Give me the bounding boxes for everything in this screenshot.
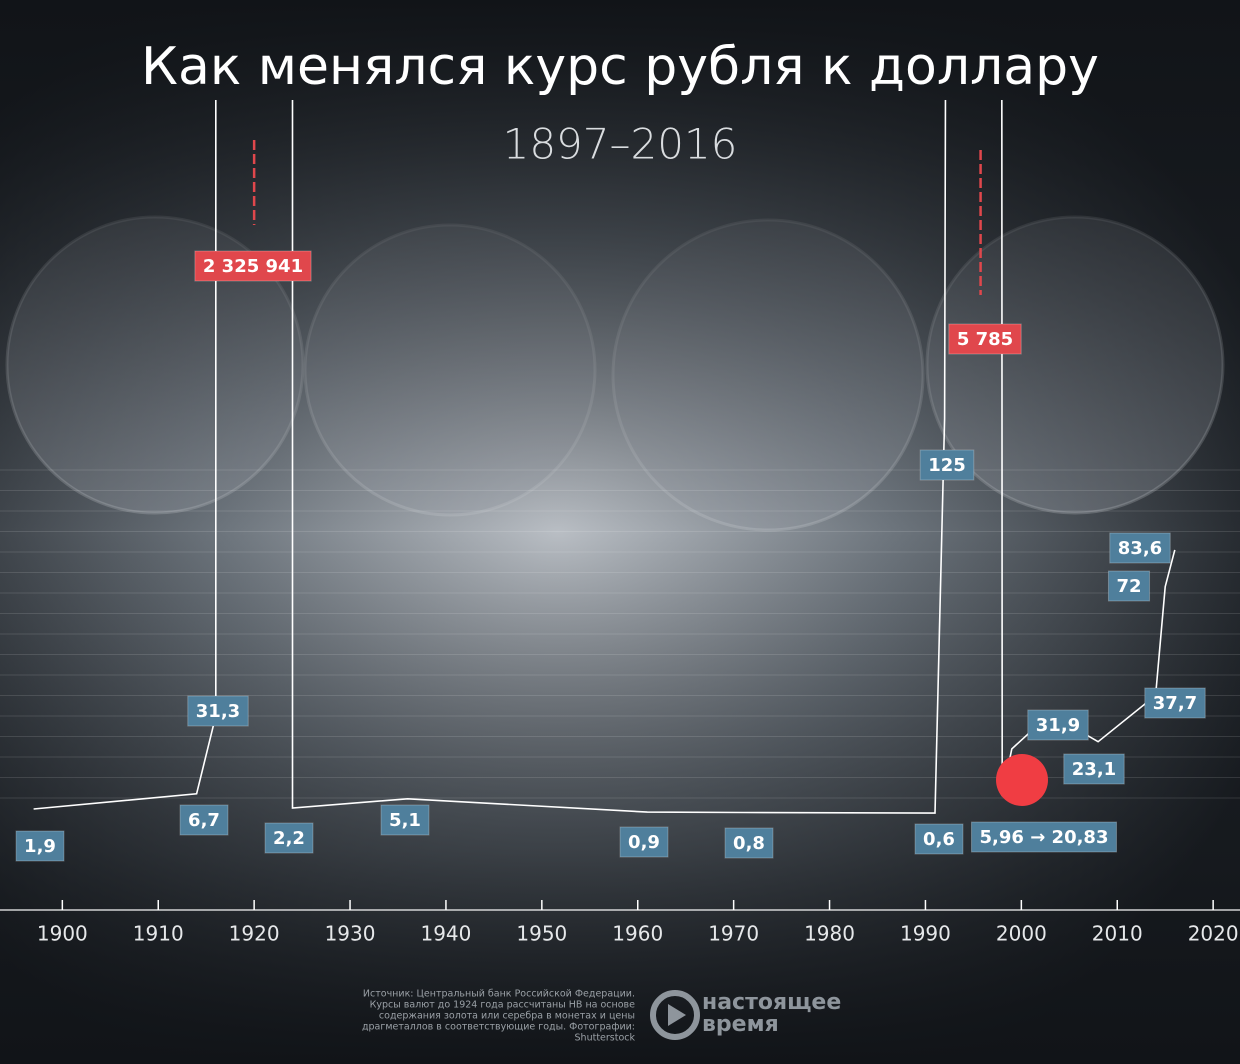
value-label: 125 [928, 455, 966, 476]
chart-subtitle: 1897–2016 [503, 120, 738, 169]
value-label: 2 325 941 [203, 256, 303, 277]
value-label-box [1107, 570, 1151, 602]
value-label-group: 72 [1107, 570, 1151, 602]
x-tick-label: 1960 [612, 922, 663, 946]
value-label-box [380, 804, 430, 836]
logo-text: время [702, 1012, 779, 1037]
value-label-group: 23,1 [1063, 753, 1125, 785]
value-label-group: 2,2 [264, 822, 314, 854]
value-label: 1,9 [24, 836, 56, 857]
value-label: 31,9 [1036, 715, 1080, 736]
value-label: 2,2 [273, 828, 305, 849]
logo-arrow [668, 1004, 686, 1026]
value-label-group: 83,6 [1109, 532, 1171, 564]
logo-icon [650, 990, 700, 1040]
value-label-box [1063, 753, 1125, 785]
value-label-box [1109, 532, 1171, 564]
source-note: Курсы валют до 1924 года рассчитаны НВ н… [370, 1000, 636, 1011]
x-tick-label: 1970 [708, 922, 759, 946]
source-note: Shutterstock [575, 1033, 636, 1044]
x-tick-label: 2010 [1092, 922, 1143, 946]
source-note: Источник: Центральный банк Российской Фе… [363, 989, 635, 1000]
value-label-box [1144, 687, 1206, 719]
x-tick-label: 1990 [900, 922, 951, 946]
value-label: 23,1 [1072, 759, 1116, 780]
value-label-group: 37,7 [1144, 687, 1206, 719]
x-tick-label: 1920 [229, 922, 280, 946]
value-label: 5 785 [957, 329, 1013, 350]
value-label-group: 2 325 941 [194, 250, 312, 282]
x-tick-label: 2020 [1188, 922, 1239, 946]
value-label-group: 31,9 [1027, 709, 1089, 741]
value-label-box [619, 826, 669, 858]
value-label: 0,9 [628, 832, 660, 853]
value-label-group: 5 785 [948, 323, 1022, 355]
denomination-marker [996, 754, 1048, 806]
value-label: 0,6 [923, 829, 955, 850]
value-label: 5,1 [389, 810, 421, 831]
value-label-box [919, 449, 975, 481]
value-label-group: 125 [919, 449, 975, 481]
logo-text: настоящее [702, 990, 841, 1015]
value-label-box [948, 323, 1022, 355]
value-label-group: 1,9 [15, 830, 65, 862]
value-label-group: 5,1 [380, 804, 430, 836]
value-label-box [194, 250, 312, 282]
value-label-box [1027, 709, 1089, 741]
x-tick-label: 1980 [804, 922, 855, 946]
x-tick-label: 1940 [420, 922, 471, 946]
chart-title: Как менялся курс рубля к доллару [141, 37, 1099, 97]
x-tick-label: 2000 [996, 922, 1047, 946]
source-note: драгметаллов в соответствующие годы. Фот… [362, 1022, 635, 1033]
source-note: содержания золота или серебра в монетах … [379, 1011, 635, 1022]
value-label-group: 0,6 [914, 823, 964, 855]
annotation: 5,96 → 20,83 [980, 827, 1109, 848]
value-label-group: 31,3 [187, 695, 249, 727]
annotation-group: 5,96 → 20,83 [971, 821, 1117, 853]
value-label-box [179, 804, 229, 836]
x-tick-label: 1910 [133, 922, 184, 946]
value-label: 0,8 [733, 833, 765, 854]
value-label: 6,7 [188, 810, 220, 831]
value-label: 83,6 [1118, 538, 1162, 559]
annotation-box [971, 821, 1117, 853]
value-label-group: 0,9 [619, 826, 669, 858]
value-label-box [914, 823, 964, 855]
value-label-box [264, 822, 314, 854]
value-label: 72 [1116, 576, 1141, 597]
x-tick-label: 1930 [325, 922, 376, 946]
value-label-box [724, 827, 774, 859]
value-label: 31,3 [196, 701, 240, 722]
x-tick-label: 1950 [516, 922, 567, 946]
value-label-group: 0,8 [724, 827, 774, 859]
value-label-box [15, 830, 65, 862]
value-label-box [187, 695, 249, 727]
value-label: 37,7 [1153, 693, 1197, 714]
value-label-group: 6,7 [179, 804, 229, 836]
x-tick-label: 1900 [37, 922, 88, 946]
